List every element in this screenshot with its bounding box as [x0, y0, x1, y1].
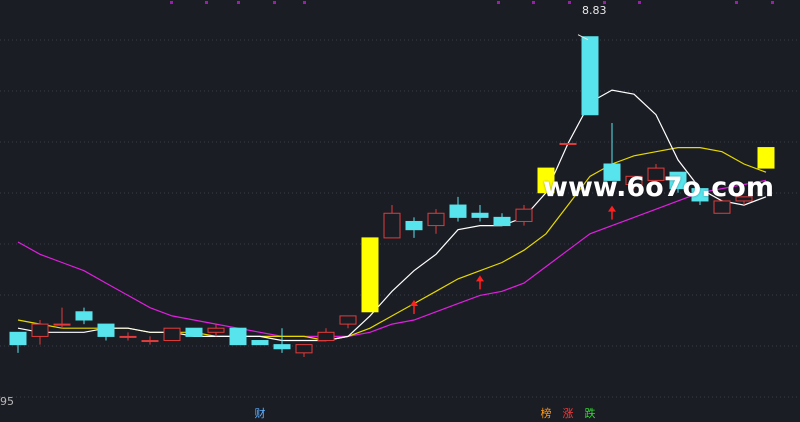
top-marker-dot [771, 1, 774, 4]
candle-body [449, 204, 467, 218]
candle-body [625, 175, 643, 186]
candle-body [9, 331, 27, 346]
top-marker-dot [638, 1, 641, 4]
candle-body [229, 327, 247, 346]
candle-body [317, 331, 335, 342]
bottom-marker-1: 榜 [541, 406, 552, 420]
bottom-marker-0: 财 [255, 406, 266, 420]
candle-body [75, 311, 93, 321]
ma-long-line [17, 179, 767, 337]
candle-body [691, 188, 709, 202]
candle-body [603, 163, 621, 181]
candle-body [207, 327, 225, 333]
candle-body [669, 171, 687, 190]
top-marker-dot [497, 1, 500, 4]
watermark: www.6o7o.com [543, 172, 774, 203]
candle-body [119, 335, 137, 338]
candle-body [251, 340, 269, 346]
candle-body [757, 147, 775, 169]
top-marker-dot [205, 1, 208, 4]
candle-body [493, 216, 511, 227]
candle-body [163, 327, 181, 342]
candle-body [31, 323, 49, 337]
bottom-marker-3: 跌 [585, 406, 596, 420]
candle-body [185, 327, 203, 337]
y-high-label: 8.83 [582, 4, 607, 17]
top-marker-dot [303, 1, 306, 4]
signal-arrow-head [608, 205, 616, 212]
candle-body [515, 208, 533, 222]
candle-body [141, 340, 159, 343]
candle-body [537, 167, 555, 194]
top-marker-dot [603, 1, 606, 4]
signal-arrow-head [476, 275, 484, 282]
candle-body [471, 212, 489, 218]
candle-body [405, 220, 423, 231]
candle-body [361, 237, 379, 313]
top-marker-dot [170, 1, 173, 4]
signal-arrow-head [410, 300, 418, 306]
top-marker-dot [735, 1, 738, 4]
candle-body [713, 200, 731, 214]
top-marker-dot [273, 1, 276, 4]
candle-body [53, 323, 71, 326]
y-low-label: 95 [0, 395, 14, 408]
top-marker-dot [237, 1, 240, 4]
candle-body [273, 344, 291, 350]
candle-body [735, 196, 753, 202]
candle-body [97, 323, 115, 337]
candle-body [339, 315, 357, 325]
candle-body [559, 142, 577, 145]
candle-body [647, 167, 665, 181]
candle-body [295, 344, 313, 354]
candle-body [383, 212, 401, 239]
ma-short-line [17, 89, 767, 342]
candle-body [581, 36, 599, 116]
high-marker-line [577, 34, 589, 41]
candle-body [427, 212, 445, 227]
top-marker-dot [568, 1, 571, 4]
bottom-marker-2: 涨 [563, 407, 574, 420]
top-marker-dot [532, 1, 535, 4]
